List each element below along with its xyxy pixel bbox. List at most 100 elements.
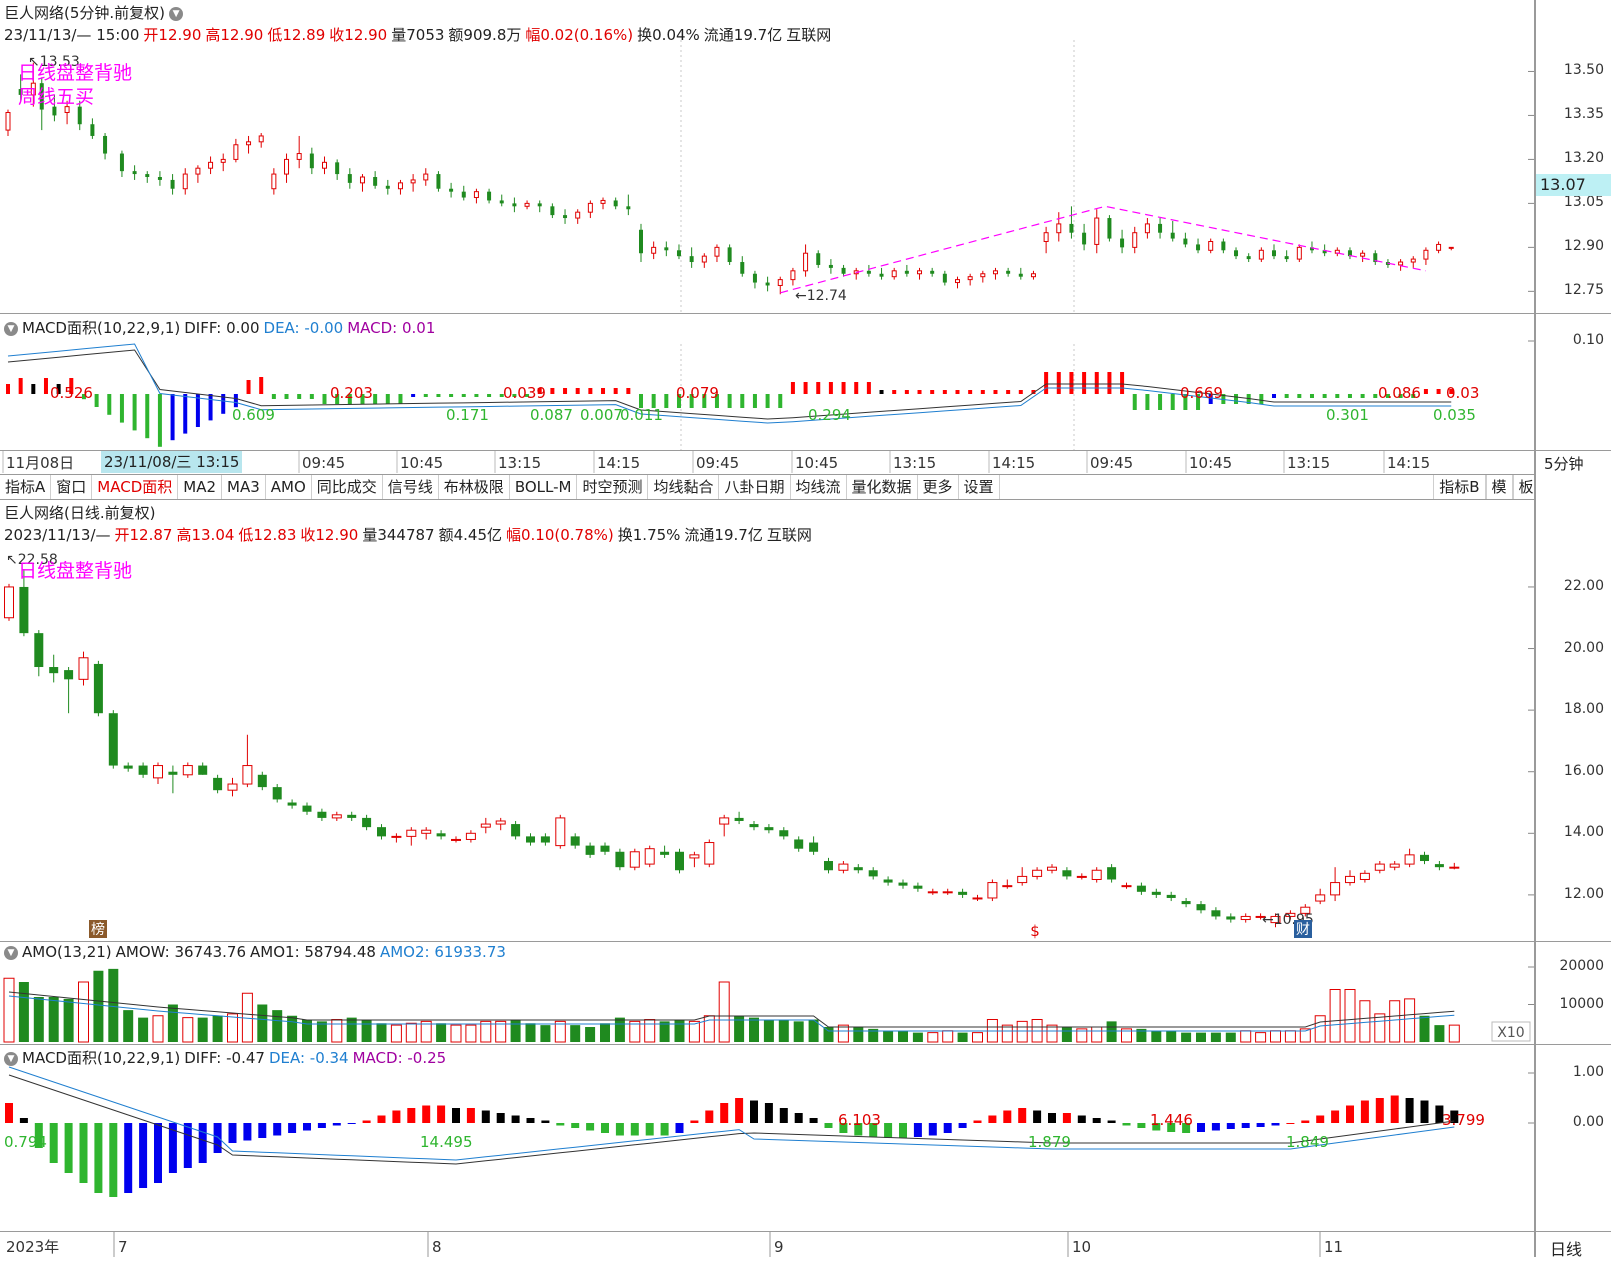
amo-pane[interactable]: ▼ AMO(13,21) AMOW: 36743.76 AMO1: 58794.48 A… — [0, 942, 1535, 1043]
macd-bar — [170, 394, 175, 441]
macd-bar — [930, 390, 935, 394]
candle-body — [1107, 867, 1117, 880]
macd-bar — [1420, 1100, 1429, 1123]
toolbar-button[interactable]: 布林极限 — [439, 475, 510, 499]
intraday-y-label: 13.05 — [1563, 194, 1604, 211]
time-axis-label: 14:15 — [992, 454, 1035, 472]
toolbar-button[interactable]: 指标A — [0, 475, 52, 499]
intraday-candles[interactable]: ↖13.53 ←12.74 — [0, 0, 1535, 312]
candle-body — [524, 202, 530, 207]
toolbar-button[interactable]: 同比成交 — [312, 475, 383, 499]
toolbar-button[interactable]: MA3 — [222, 475, 266, 499]
candle-body — [182, 765, 193, 776]
candle-body — [841, 267, 846, 274]
macd-bar — [1152, 1123, 1161, 1131]
macd-bar — [437, 1105, 446, 1123]
macd-area-red: 6.103 — [838, 1111, 881, 1129]
toolbar-button[interactable]: 均线流 — [791, 475, 847, 499]
daily-macd-pane[interactable]: ▼ MACD面积(10,22,9,1) DIFF: -0.47 DEA: -0.34 M… — [0, 1045, 1535, 1197]
macd-bar — [988, 1115, 997, 1123]
time-axis-label: 14:15 — [1387, 454, 1430, 472]
toolbar-button[interactable]: 量化数据 — [847, 475, 918, 499]
candle-body — [39, 83, 44, 110]
candle-body — [704, 842, 715, 865]
macd-bar — [563, 388, 568, 394]
toolbar-button[interactable]: 指标B — [1433, 475, 1486, 499]
macd-bar — [31, 384, 36, 394]
candle-body — [93, 663, 103, 714]
candle-body — [1196, 904, 1206, 911]
amo-bar — [837, 1024, 849, 1043]
daily-quote-row: 2023/11/13/— 开12.87 高13.04 低12.83 收12.90 量344… — [4, 524, 816, 545]
candle-body — [1018, 273, 1023, 277]
macd-bar — [1018, 390, 1023, 394]
toolbar-button[interactable]: BOLL-M — [510, 475, 578, 499]
macd-bar — [1082, 372, 1087, 394]
candle-body — [803, 252, 809, 272]
intraday-quote-item: 换0.04% — [637, 26, 700, 44]
daily-candles[interactable]: ↖22.58←10.95榜 $ 财 — [0, 500, 1535, 940]
daily-chart-pane[interactable]: 巨人网络(日线.前复权) 2023/11/13/— 开12.87 高13.04 低12… — [0, 500, 1535, 940]
amo-plot[interactable]: X10 — [0, 942, 1535, 1043]
amo-bar — [883, 1030, 894, 1042]
toolbar-button[interactable]: 均线黏合 — [648, 475, 720, 499]
amo-bar — [1061, 1027, 1072, 1042]
candle-body — [1082, 232, 1087, 245]
macd-bar — [660, 1123, 669, 1136]
chevron-down-icon[interactable]: ▼ — [4, 321, 18, 336]
toolbar-button[interactable]: MA2 — [178, 475, 222, 499]
macd-bar — [56, 384, 61, 394]
intraday-y-label: 13.35 — [1563, 106, 1604, 123]
chevron-down-icon[interactable]: ▼ — [169, 6, 184, 21]
toolbar-button[interactable]: 窗口 — [51, 475, 93, 499]
time-axis-label: 09:45 — [1090, 454, 1133, 472]
chevron-down-icon[interactable]: ▼ — [4, 1051, 18, 1066]
intraday-chart-pane[interactable]: 巨人网络(5分钟.前复权) ▼ 23/11/13/— 15:00 开12.90 高12… — [0, 0, 1535, 312]
macd-bar — [1132, 394, 1137, 410]
toolbar-button[interactable]: 更多 — [918, 475, 959, 499]
chevron-down-icon[interactable]: ▼ — [4, 945, 18, 960]
amo-bar — [272, 1010, 283, 1042]
intraday-macd-pane[interactable]: ▼ MACD面积(10,22,9,1) DIFF: 0.00 DEA: -0.00 MA… — [0, 314, 1535, 450]
toolbar-button[interactable]: AMO — [266, 475, 312, 499]
candle-body — [942, 273, 947, 283]
candle-body — [170, 179, 175, 189]
candle-body — [145, 174, 150, 177]
candle-body — [537, 203, 542, 207]
macd-bar — [1450, 1110, 1459, 1123]
toolbar-button[interactable]: 模 — [1485, 475, 1513, 499]
macd-bar — [411, 394, 416, 397]
macd-bar — [69, 378, 74, 394]
candle-body — [461, 191, 466, 198]
toolbar-button[interactable]: 时空预测 — [577, 475, 649, 499]
intraday-macd-plot[interactable]: 0.526 0.203 0.039 0.079 0.669 0.086 0.03 0.609 0… — [0, 314, 1535, 450]
candle-body — [749, 824, 759, 828]
intraday-quote-item: 幅0.02(0.16%) — [525, 26, 634, 44]
toolbar-button[interactable]: 设置 — [959, 475, 1000, 499]
amo-bar — [1136, 1028, 1147, 1042]
macd-bar — [1197, 1123, 1205, 1132]
macd-bar — [1158, 394, 1163, 410]
toolbar-button[interactable]: MACD面积 — [92, 475, 179, 499]
toolbar-button[interactable]: 八卦日期 — [719, 475, 791, 499]
intraday-low-label: ←12.74 — [795, 288, 847, 304]
intraday-title: 巨人网络(5分钟.前复权) — [4, 4, 166, 22]
macd-area-green: 0.794 — [4, 1133, 47, 1151]
time-axis-label: 13:15 — [1287, 454, 1330, 472]
amo-bar — [1434, 1025, 1445, 1042]
amo-bar — [1344, 989, 1356, 1043]
macd-bar — [422, 1105, 431, 1123]
candle-body — [719, 817, 730, 825]
toolbar-button[interactable]: 信号线 — [383, 475, 439, 499]
dmacd-y-label: 0.00 — [1572, 1114, 1604, 1130]
candle-body — [942, 891, 953, 894]
amo-bar — [554, 1020, 566, 1043]
amo-bar — [450, 1024, 462, 1043]
candle-body — [30, 82, 36, 96]
amo-bar — [197, 1017, 208, 1042]
intraday-quote-item: 23/11/13/— 15:00 — [4, 26, 140, 44]
candle-body — [1322, 250, 1327, 254]
candle-body — [1208, 241, 1214, 251]
candle-body — [421, 829, 432, 834]
daily-macd-plot[interactable]: 6.103 1.446 3.799 0.794 14.495 1.879 1.849 — [0, 1045, 1535, 1197]
